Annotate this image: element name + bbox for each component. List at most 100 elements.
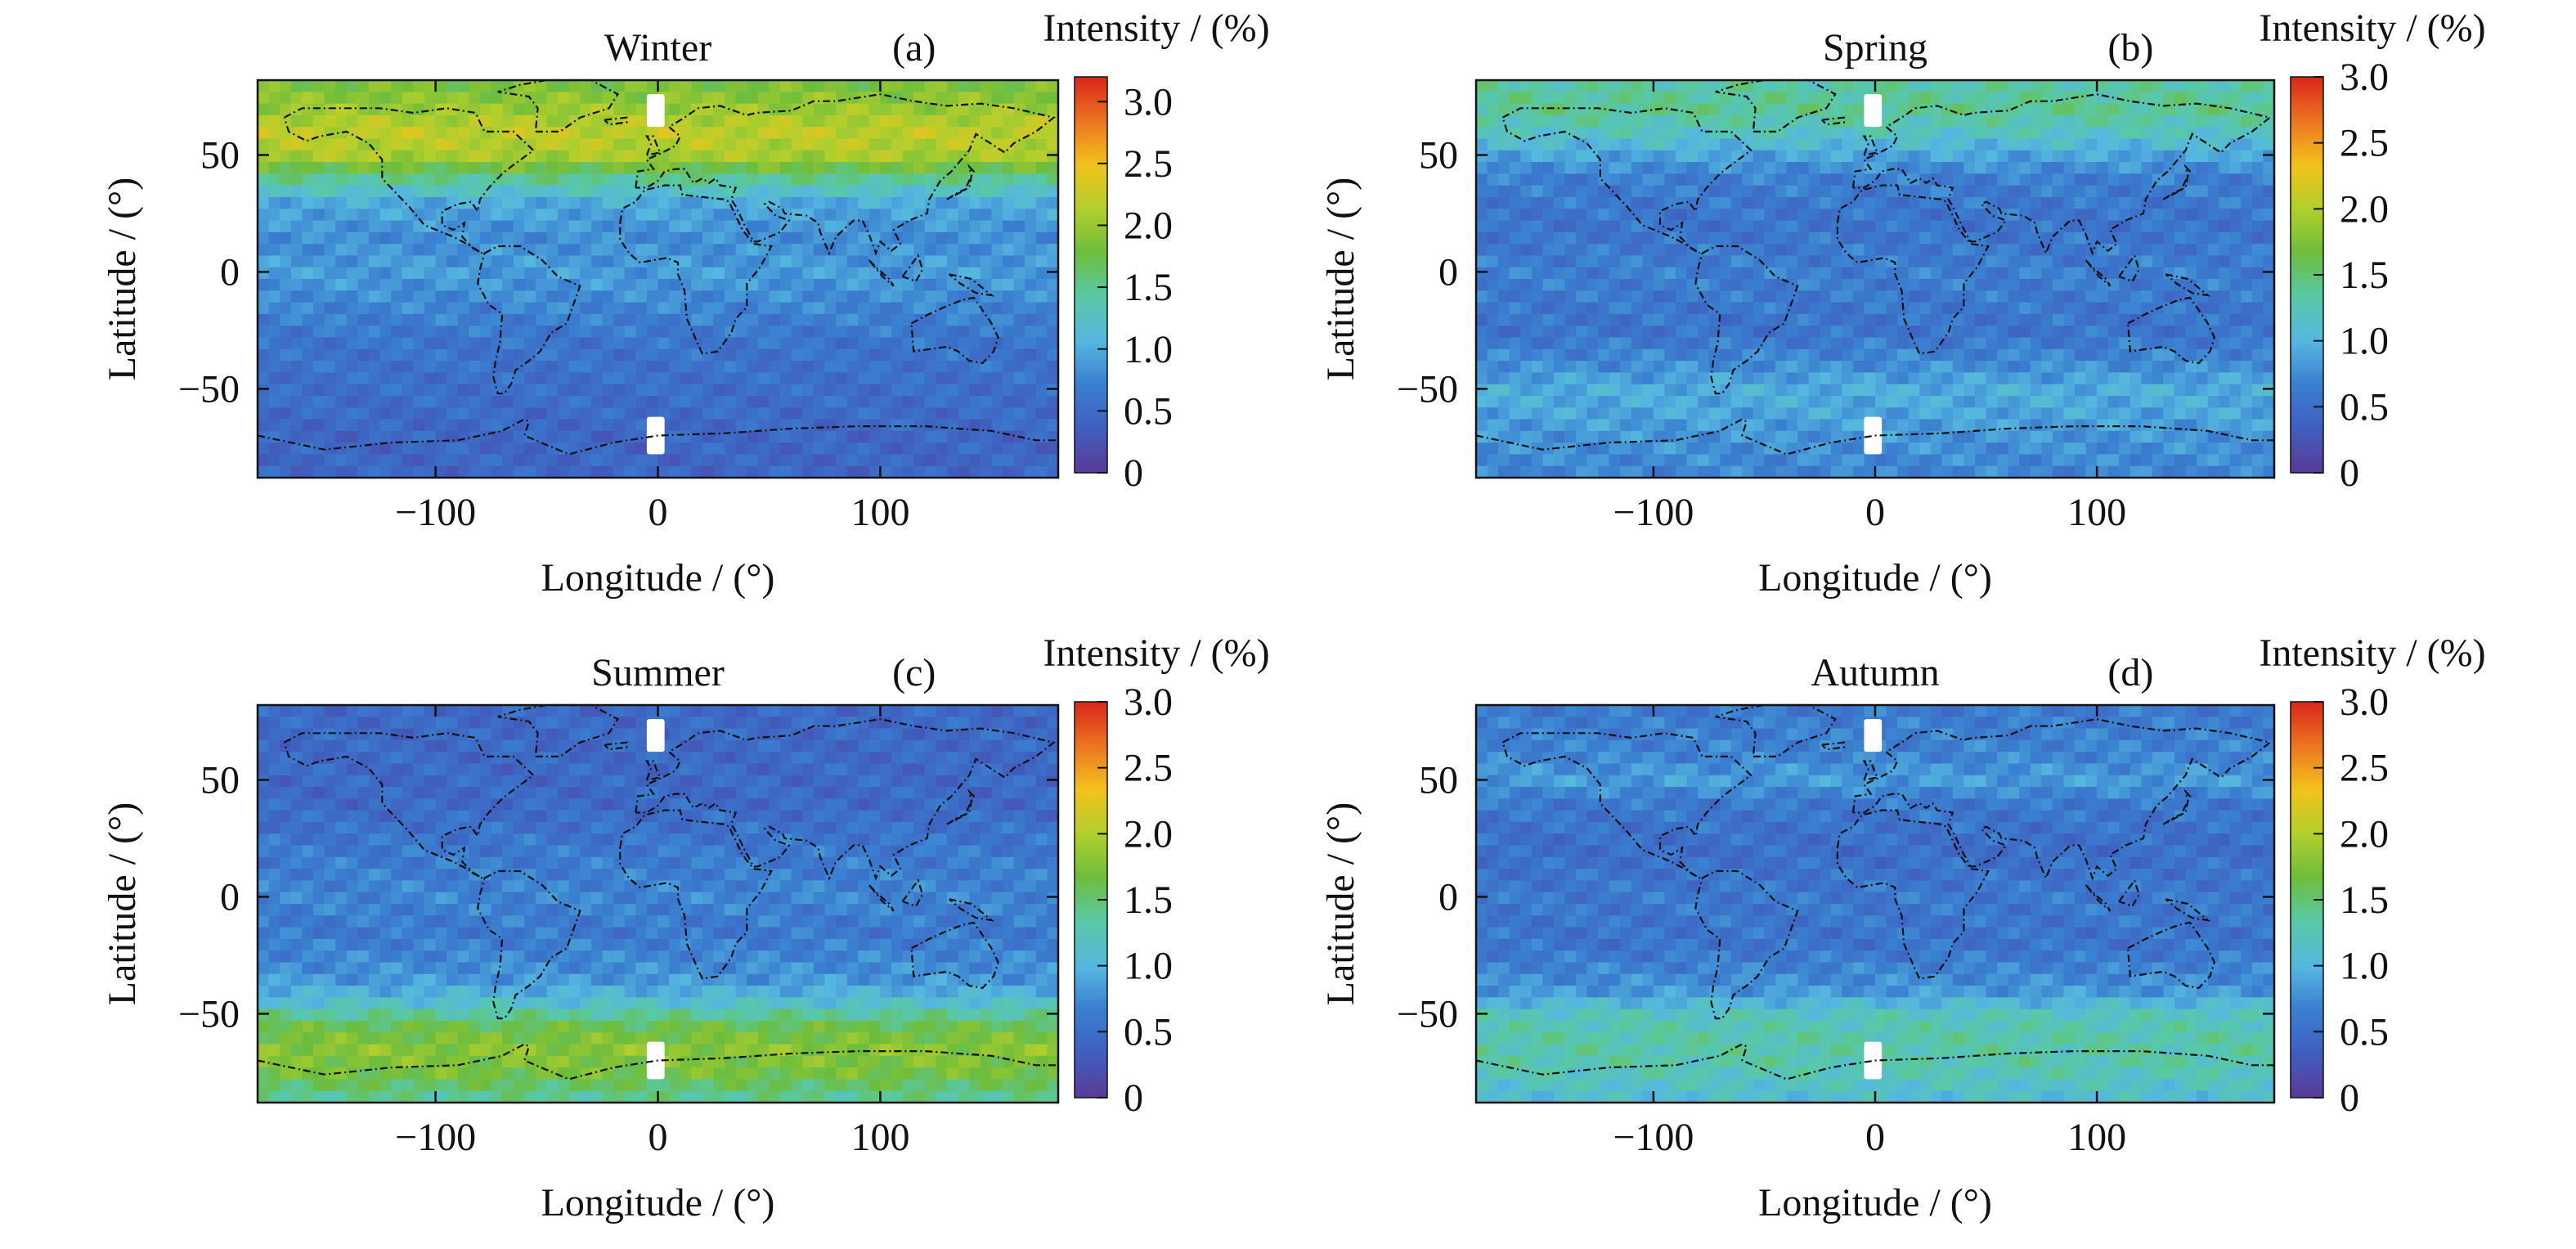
heatmap-cell	[1975, 337, 1987, 350]
heatmap-cell	[1730, 231, 1743, 245]
heatmap-cell	[1730, 290, 1743, 303]
heatmap-cell	[702, 302, 715, 315]
heatmap-cell	[846, 244, 859, 257]
heatmap-cell	[691, 173, 703, 186]
heatmap-cell	[936, 127, 948, 140]
heatmap-cell	[1730, 103, 1743, 116]
heatmap-cell	[1487, 313, 1499, 326]
heatmap-cell	[868, 313, 882, 326]
heatmap-cell	[1025, 255, 1037, 268]
heatmap-cell	[469, 162, 481, 174]
heatmap-cell	[1963, 267, 1976, 280]
heatmap-cell	[813, 419, 826, 432]
heatmap-cell	[1686, 384, 1699, 397]
heatmap-cell	[1609, 384, 1621, 397]
heatmap-cell	[1842, 115, 1854, 128]
heatmap-cell	[868, 407, 882, 420]
heatmap-cell	[947, 267, 959, 280]
heatmap-cell	[1520, 92, 1533, 105]
heatmap-cell	[1919, 220, 1932, 233]
heatmap-cell	[479, 290, 492, 303]
heatmap-cell	[702, 384, 715, 397]
heatmap-cell	[2107, 326, 2120, 339]
heatmap-cell	[1564, 80, 1577, 92]
heatmap-cell	[2207, 80, 2219, 92]
heatmap-cell	[1664, 150, 1676, 163]
heatmap-cell	[713, 244, 725, 257]
heatmap-cell	[2197, 185, 2209, 198]
heatmap-cell	[1997, 173, 2009, 186]
heatmap-cell	[2163, 465, 2175, 478]
heatmap-cell	[1808, 313, 1820, 326]
heatmap-cell	[513, 465, 525, 478]
heatmap-cell	[558, 454, 570, 467]
heatmap-cell	[2251, 92, 2264, 105]
heatmap-cell	[1698, 103, 1710, 116]
heatmap-cell	[457, 454, 469, 467]
heatmap-cell	[1886, 395, 1898, 408]
heatmap-cell	[836, 465, 848, 478]
heatmap-cell	[1797, 395, 1810, 408]
heatmap-cell	[858, 443, 870, 456]
coastline	[635, 93, 1057, 256]
heatmap-cell	[735, 348, 747, 362]
heatmap-cell	[858, 162, 870, 174]
heatmap-cell	[1720, 443, 1732, 456]
heatmap-cell	[824, 255, 837, 268]
heatmap-cell	[1952, 302, 1965, 315]
heatmap-cell	[1676, 150, 1688, 163]
heatmap-cell	[1025, 279, 1037, 291]
heatmap-cell	[1553, 231, 1566, 245]
heatmap-cell	[2052, 313, 2065, 326]
heatmap-cell	[846, 384, 859, 397]
heatmap-cell	[1864, 395, 1876, 408]
heatmap-cell	[379, 372, 392, 385]
heatmap-cell	[2041, 103, 2053, 116]
heatmap-cell	[1476, 419, 1488, 432]
heatmap-cell	[1930, 326, 1942, 339]
heatmap-cell	[947, 454, 959, 467]
heatmap-cell	[991, 302, 1003, 315]
heatmap-cell	[602, 80, 614, 92]
heatmap-cell	[1698, 313, 1710, 326]
heatmap-cell	[268, 361, 280, 373]
heatmap-cell	[1542, 326, 1555, 339]
heatmap-cell	[1786, 162, 1798, 174]
heatmap-cell	[991, 185, 1003, 198]
heatmap-cell	[1531, 465, 1543, 478]
heatmap-cell	[1487, 244, 1499, 257]
heatmap-cell	[1586, 372, 1599, 385]
heatmap-cell	[1897, 244, 1910, 257]
heatmap-cell	[324, 162, 336, 174]
heatmap-cell	[1952, 162, 1965, 174]
heatmap-cell	[469, 290, 481, 303]
heatmap-cell	[757, 244, 770, 257]
heatmap-cell	[1786, 290, 1798, 303]
heatmap-cell	[1586, 209, 1599, 222]
heatmap-cell	[1498, 372, 1510, 385]
heatmap-cell	[936, 255, 948, 268]
heatmap-cell	[646, 407, 659, 420]
heatmap-cell	[2185, 454, 2197, 467]
heatmap-cell	[1686, 185, 1699, 198]
heatmap-cell	[1609, 348, 1621, 362]
heatmap-cell	[2241, 290, 2253, 303]
heatmap-cell	[1598, 267, 1610, 280]
heatmap-cell	[502, 92, 514, 105]
heatmap-cell	[1941, 407, 1954, 420]
heatmap-cell	[2052, 279, 2065, 291]
heatmap-cell	[1013, 279, 1025, 291]
heatmap-cell	[1542, 80, 1555, 92]
heatmap-cell	[991, 162, 1003, 174]
heatmap-cell	[2229, 231, 2242, 245]
heatmap-cell	[1653, 279, 1666, 291]
heatmap-cell	[1476, 185, 1488, 198]
heatmap-cell	[1875, 465, 1887, 478]
heatmap-cell	[357, 465, 370, 478]
missing-data-gap	[646, 416, 665, 455]
heatmap-cell	[1842, 185, 1854, 198]
heatmap-cell	[1542, 430, 1555, 443]
heatmap-cell	[858, 196, 870, 209]
heatmap-cell	[635, 454, 648, 467]
heatmap-cell	[379, 244, 392, 257]
